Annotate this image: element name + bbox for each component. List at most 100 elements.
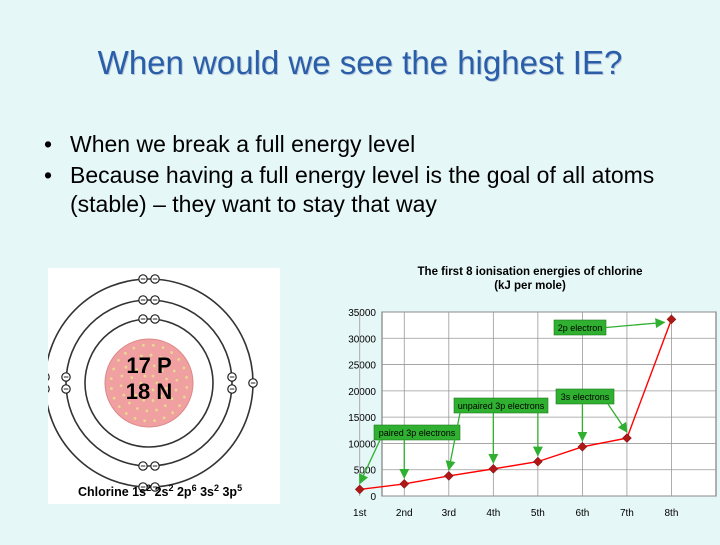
electron-sign: − (140, 274, 145, 284)
nucleus-particle (117, 358, 120, 362)
electron-body (150, 295, 160, 305)
chart-title-line-1: The first 8 ionisation energies of chlor… (418, 266, 643, 278)
electron-sign: − (250, 378, 255, 388)
nucleus-particle (160, 369, 164, 373)
nucleus-particle (151, 399, 155, 402)
electron-sign: − (63, 384, 68, 394)
nucleus-particle (153, 419, 156, 422)
bullet-list: • When we break a full energy level • Be… (40, 130, 700, 221)
x-tick-label: 8th (665, 508, 679, 519)
data-point (354, 484, 365, 495)
nucleus-particle (161, 346, 165, 350)
nucleus-particle (133, 416, 137, 420)
nucleus-particle (136, 407, 139, 410)
electron-sign: − (140, 482, 145, 492)
electron-sign: − (152, 274, 157, 284)
electron: − (138, 482, 148, 492)
nucleus-particle (143, 388, 147, 392)
y-tick-label: 10000 (348, 439, 376, 450)
nucleus-particle (149, 353, 153, 357)
nucleus-particle (117, 405, 121, 409)
annotation: unpaired 3p electrons (445, 397, 549, 471)
data-point (443, 471, 454, 481)
nucleus-particle (165, 377, 168, 381)
electron-sign: − (152, 314, 157, 324)
electron: − (138, 461, 148, 471)
electron-sign: − (229, 384, 234, 394)
bullet-item: • When we break a full energy level (40, 130, 700, 159)
annotation-box (555, 388, 615, 405)
nucleus-particle (109, 377, 113, 381)
x-tick-label: 3rd (442, 508, 456, 519)
nucleus-particle (167, 361, 170, 365)
electron-body (150, 482, 160, 492)
nucleus-particle (185, 376, 188, 379)
nucleus-particle (112, 367, 116, 371)
nucleus-particle (110, 387, 113, 390)
config-superscript: 2 (146, 483, 151, 493)
data-point (488, 464, 499, 474)
nucleus-particle (155, 408, 158, 412)
config-orbital: 2s (155, 485, 169, 499)
nucleus-particle (119, 384, 123, 388)
nucleus-particle (151, 388, 155, 392)
nucleus-particle (177, 357, 181, 361)
nucleus-particle (170, 351, 174, 354)
nucleus-particle (182, 366, 186, 370)
nucleus-particle (130, 376, 134, 380)
nucleus-particle (139, 381, 143, 385)
electron-sign: − (63, 372, 68, 382)
nucleus-particle (145, 409, 149, 413)
nucleus-particle (124, 365, 128, 369)
data-point (666, 314, 677, 325)
electron-sign: − (140, 461, 145, 471)
config-superscript: 2 (168, 483, 173, 493)
y-tick-label: 0 (370, 492, 376, 503)
nucleus-particle (132, 346, 136, 350)
electron-body (227, 384, 237, 394)
config-superscript: 5 (237, 483, 242, 493)
nucleus-particle (131, 358, 135, 362)
electron-sign: − (140, 314, 145, 324)
electron: − (227, 384, 237, 394)
proton-count: 17 P (126, 353, 171, 378)
electron: − (61, 372, 71, 382)
nucleus-particle (128, 401, 131, 405)
electron: − (61, 384, 71, 394)
electron-body (138, 295, 148, 305)
x-tick-label: 6th (575, 508, 589, 519)
electron-configuration: Chlorine 1s2 2s2 2p6 3s2 3p5 (78, 483, 242, 499)
chart-title-line-2: (kJ per mole) (494, 280, 566, 292)
nucleus (104, 338, 194, 428)
bullet-marker: • (44, 131, 53, 157)
electron-body (61, 372, 71, 382)
nucleus-particle (135, 368, 139, 372)
config-orbital: 3p (222, 485, 237, 499)
electron-sign: − (229, 372, 234, 382)
middle-shell (65, 299, 233, 467)
electron-body (138, 274, 148, 284)
y-tick-label: 35000 (348, 308, 376, 319)
y-tick-label: 15000 (348, 413, 376, 424)
annotation-box (373, 424, 461, 441)
nucleus-particle (175, 378, 179, 382)
electron-body (227, 372, 237, 382)
annotation-arrow (445, 412, 461, 471)
nucleus-particle (124, 412, 128, 415)
bullet-text: Because having a full energy level is th… (70, 162, 655, 217)
electron-sign: − (140, 295, 145, 305)
annotation-arrow (605, 318, 666, 329)
annotation-label: paired 3p electrons (379, 428, 456, 438)
electron: − (248, 378, 258, 388)
chlorine-atom-diagram: 17 P 18 N −−−−−−−−−−−−−−−−− Chlorine 1s2… (40, 268, 280, 504)
electron: − (138, 295, 148, 305)
nucleus-particle (159, 394, 163, 398)
bullet-text: When we break a full energy level (70, 131, 416, 157)
config-orbital: 2p (177, 485, 192, 499)
data-point (577, 441, 588, 452)
series-line (359, 319, 673, 491)
electron-body (248, 378, 258, 388)
nucleus-particle (171, 411, 175, 415)
electron: − (227, 372, 237, 382)
nucleus-particle (122, 393, 126, 397)
